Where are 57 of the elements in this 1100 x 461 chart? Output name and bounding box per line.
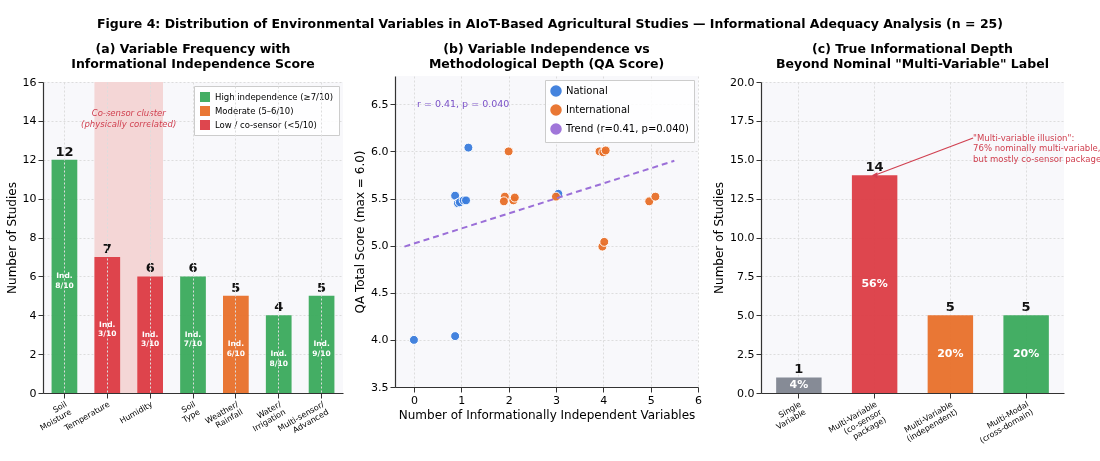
x-tick-label: 2 bbox=[505, 393, 513, 407]
y-tick-label: 4.5 bbox=[371, 286, 389, 300]
y-tick-label: 4 bbox=[29, 308, 37, 322]
chart-title: (a) Variable Frequency with Informational Independence Score bbox=[71, 41, 315, 71]
legend-label: Trend (r=0.41, p=0.040) bbox=[565, 123, 689, 134]
annotation: 20% bbox=[1012, 347, 1040, 361]
y-tick-label: 0.0 bbox=[737, 386, 755, 400]
legend-label: National bbox=[566, 85, 608, 96]
y-tick-label: 6.5 bbox=[371, 97, 389, 111]
annotation: "Multi-variable illusion": 76% nominally multi-variable, but mostly co-sensor package bbox=[973, 132, 1100, 164]
y-tick-label: 7.5 bbox=[737, 269, 755, 283]
y-tick-label: 14 bbox=[22, 114, 37, 128]
y-tick-label: 10 bbox=[22, 192, 37, 206]
x-tick-label: 6 bbox=[695, 393, 702, 407]
data-label: 5 bbox=[945, 299, 955, 315]
y-tick-label: 4.0 bbox=[371, 333, 389, 347]
y-tick-label: 6 bbox=[29, 269, 37, 283]
x-tick-label: Soil Type bbox=[180, 399, 202, 425]
y-axis-title: Number of Studies bbox=[4, 182, 19, 294]
y-tick-label: 5.0 bbox=[371, 239, 389, 253]
data-label: 14 bbox=[865, 159, 884, 175]
x-tick-label: 0 bbox=[410, 393, 418, 407]
y-tick-label: 2 bbox=[29, 347, 37, 361]
y-tick-label: 17.5 bbox=[730, 114, 755, 128]
annotation: 4% bbox=[789, 378, 809, 392]
y-tick-label: 5.0 bbox=[737, 308, 755, 322]
y-tick-label: 12.5 bbox=[730, 192, 755, 206]
annotation: 20% bbox=[937, 347, 964, 361]
chart-title: (b) Variable Independence vs Methodological Depth (QA Score) bbox=[428, 41, 665, 71]
x-tick-label: 4 bbox=[600, 393, 608, 407]
legend-label: International bbox=[566, 104, 630, 115]
y-tick-label: 5.5 bbox=[371, 192, 389, 206]
y-tick-label: 12 bbox=[22, 153, 37, 167]
y-tick-label: 6.0 bbox=[371, 144, 389, 158]
y-tick-label: 10.0 bbox=[730, 231, 755, 244]
legend-label: Moderate (5–6/10) bbox=[215, 106, 294, 116]
x-tick-label: 1 bbox=[458, 393, 466, 407]
y-tick-label: 16 bbox=[22, 75, 37, 89]
y-tick-label: 3.5 bbox=[371, 380, 389, 394]
x-tick-label: 5 bbox=[647, 393, 655, 407]
y-tick-label: 15.0 bbox=[730, 153, 755, 167]
y-tick-label: 2.5 bbox=[737, 347, 755, 361]
x-tick-label: 3 bbox=[552, 393, 560, 407]
data-label: 1 bbox=[794, 361, 804, 377]
y-tick-label: 8 bbox=[29, 231, 37, 244]
x-axis-title: Number of Informationally Independent Variables bbox=[398, 407, 696, 422]
y-axis-title: Number of Studies bbox=[712, 182, 727, 294]
y-axis-title: QA Total Score (max = 6.0) bbox=[353, 150, 368, 314]
caption: Figure 4: Distribution of Environmental Variables in AIoT-Based Agricultural Studies — Informational Adequacy Analysis (n = 25) bbox=[96, 15, 1004, 33]
band-label: Co-sensor cluster (physically correlated) bbox=[81, 108, 177, 129]
legend-label: High independence (≥7/10) bbox=[215, 92, 334, 102]
data-label: 5 bbox=[1021, 299, 1031, 315]
data-label: 12 bbox=[55, 143, 74, 159]
annotation: r = 0.41, p = 0.040 bbox=[417, 98, 510, 109]
y-tick-label: 20.0 bbox=[730, 75, 755, 89]
chart-title: (c) True Informational Depth Beyond Nominal "Multi-Variable" Label bbox=[776, 41, 1049, 71]
annotation: 56% bbox=[861, 277, 888, 291]
